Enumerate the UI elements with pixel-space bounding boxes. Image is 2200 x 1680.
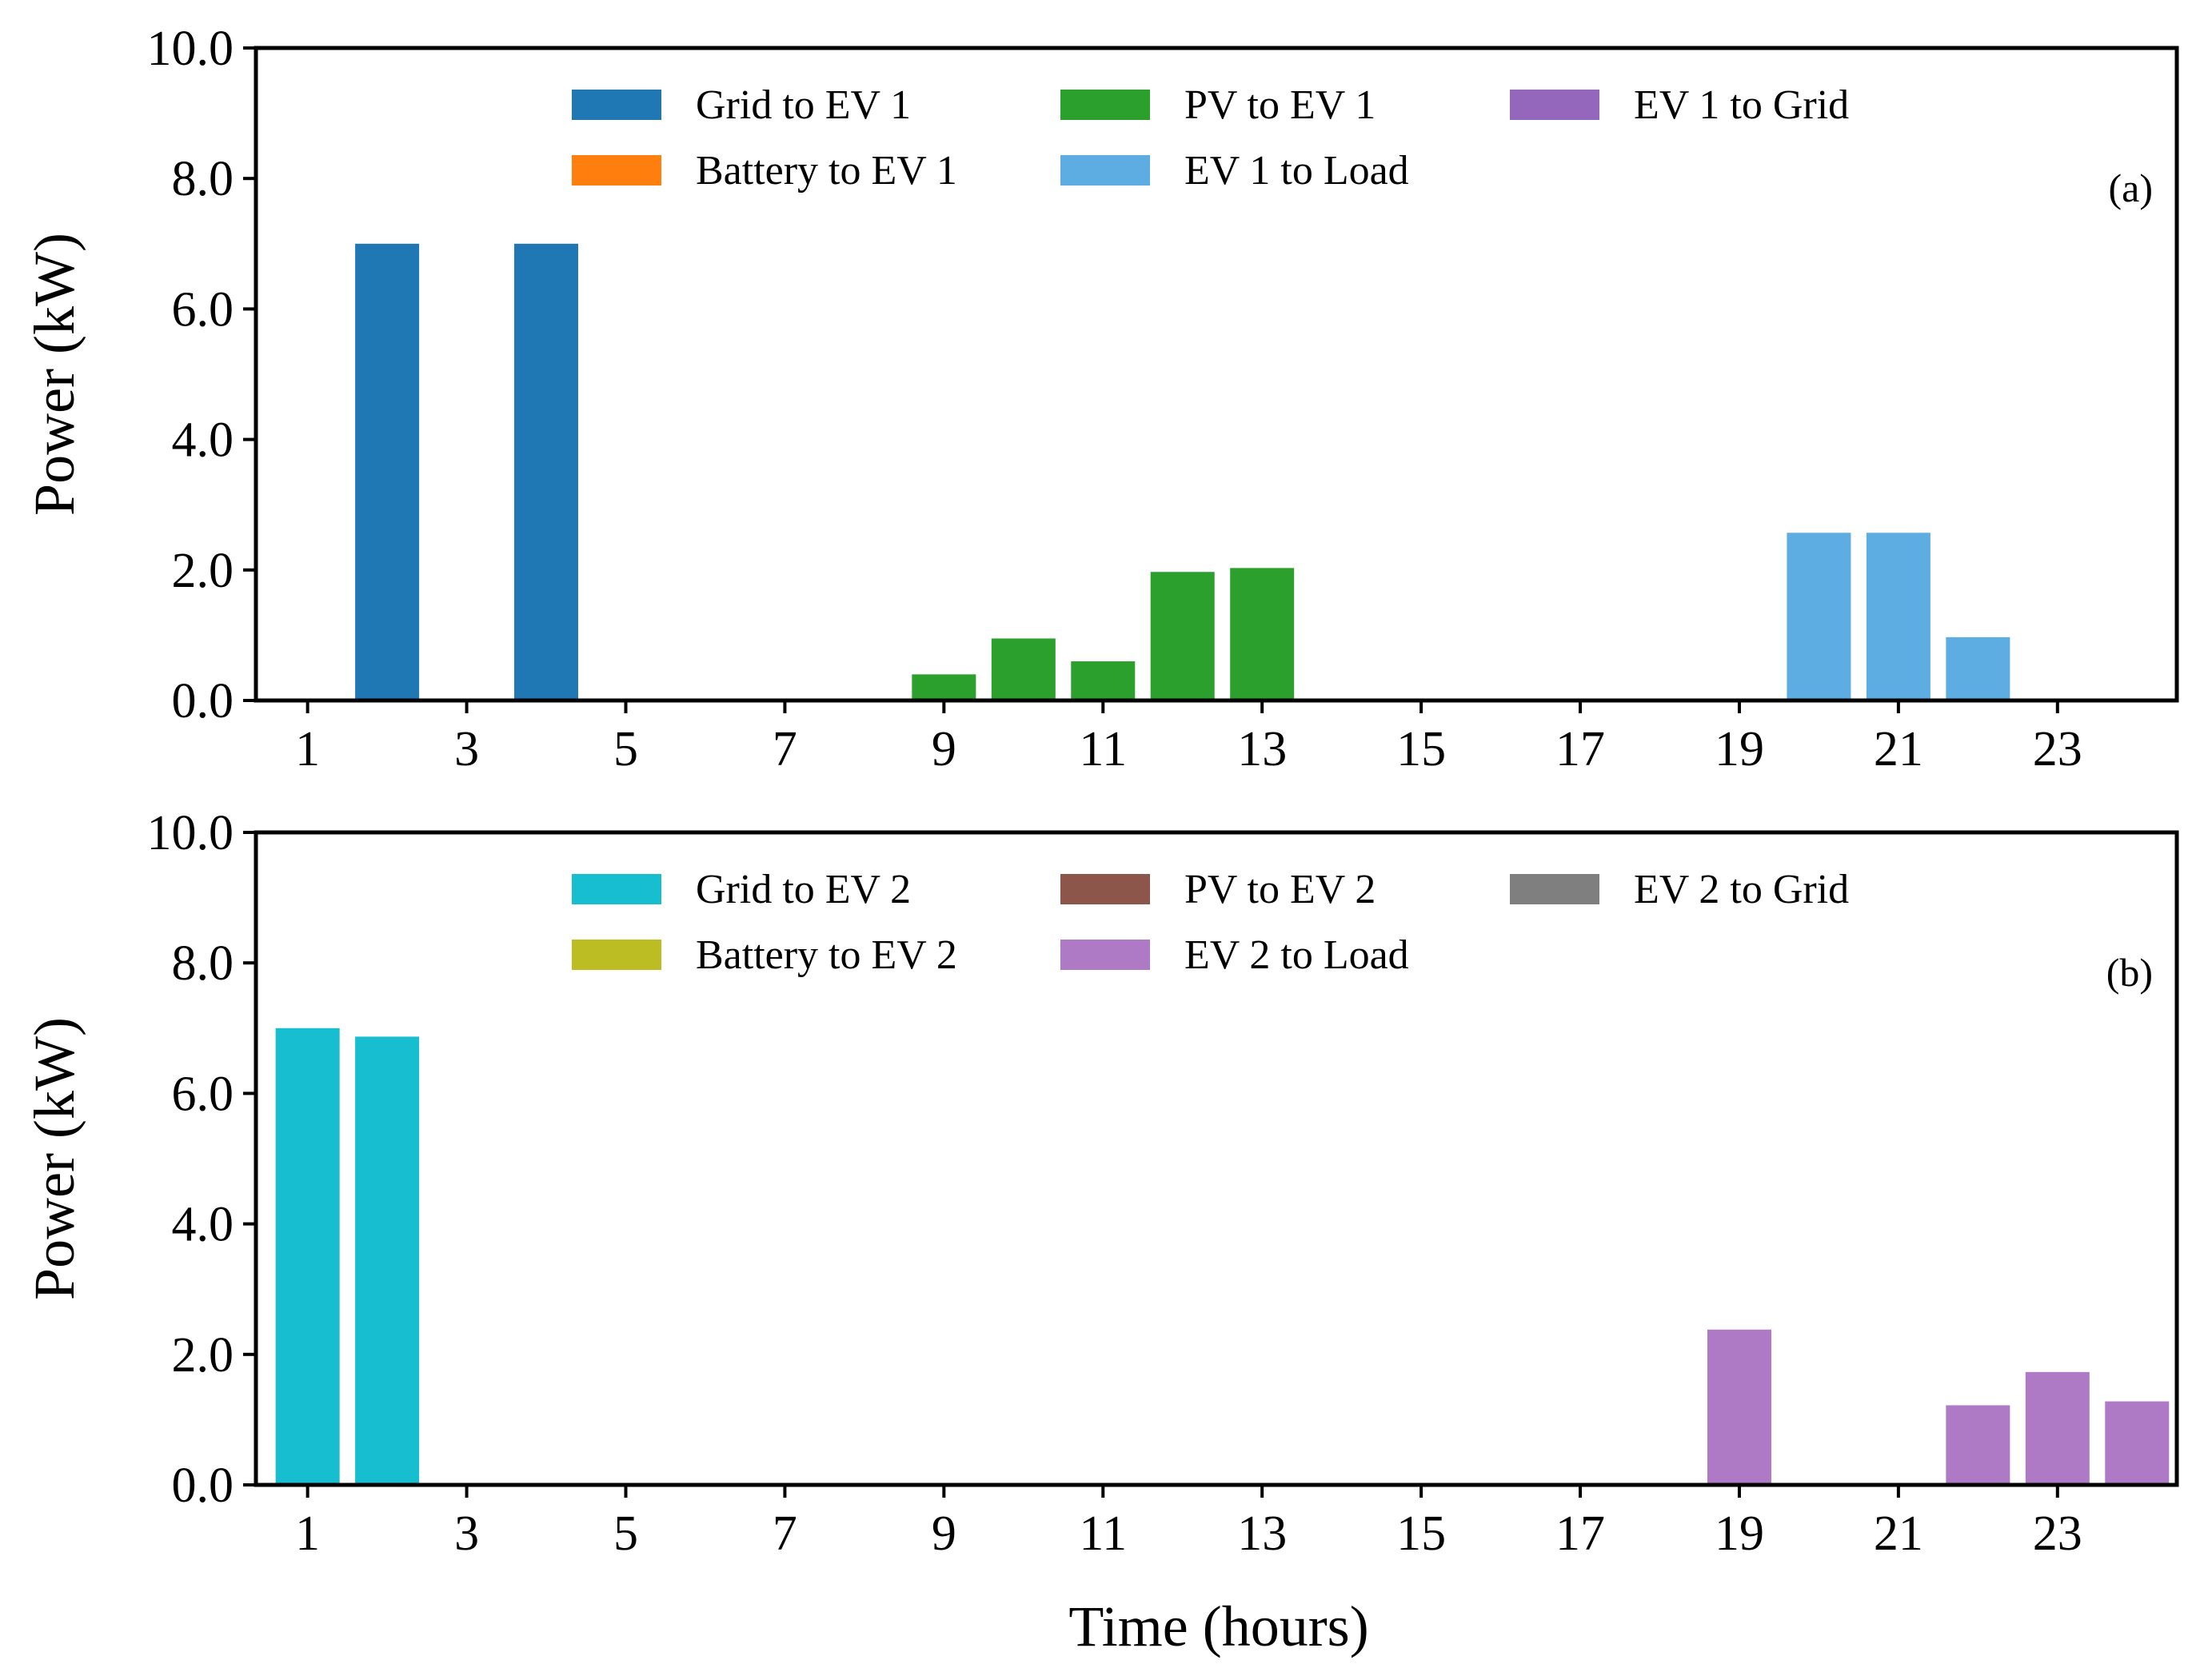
x-tick-label: 7 — [773, 1506, 797, 1561]
legend-entry-label: PV to EV 2 — [1184, 867, 1375, 912]
legend-entry-label: Battery to EV 1 — [696, 148, 957, 194]
y-tick-label: 4.0 — [172, 1198, 234, 1252]
y-axis-label: Power (kW) — [22, 233, 86, 516]
legend-entry-label: EV 1 to Grid — [1634, 82, 1849, 128]
x-tick-label: 7 — [773, 722, 797, 776]
x-tick-label: 15 — [1396, 722, 1446, 776]
x-tick-label: 13 — [1237, 722, 1287, 776]
bar-ev-1-to-load-h21 — [1866, 533, 1930, 700]
bar-grid-to-ev-2-h2 — [355, 1036, 420, 1485]
x-tick-label: 15 — [1396, 1506, 1446, 1561]
y-tick-label: 8.0 — [172, 152, 234, 206]
x-tick-label: 3 — [454, 1506, 479, 1561]
legend-swatch — [572, 940, 661, 970]
panel-tag: (a) — [2109, 166, 2154, 210]
legend-swatch — [1060, 874, 1150, 904]
y-tick-label: 4.0 — [172, 413, 234, 468]
y-tick-label: 2.0 — [172, 1328, 234, 1383]
legend-swatch — [1060, 90, 1150, 120]
x-tick-label: 21 — [1874, 722, 1923, 776]
legend: Grid to EV 1 Battery to EV 1 PV to EV 1 EV … — [572, 82, 1849, 194]
legend-swatch — [1510, 874, 1599, 904]
bar-ev-2-to-load-h22 — [1946, 1405, 2010, 1485]
bar-ev-2-to-load-h24 — [2105, 1401, 2170, 1485]
legend-entry-label: EV 2 to Grid — [1634, 867, 1849, 912]
y-tick-label: 6.0 — [172, 282, 234, 337]
legend-swatch — [1060, 155, 1150, 186]
y-axis-label: Power (kW) — [22, 1017, 86, 1300]
plot-frame — [254, 46, 2179, 703]
x-tick-label: 9 — [932, 722, 956, 776]
x-tick-label: 1 — [295, 722, 320, 776]
x-tick-label: 17 — [1555, 722, 1605, 776]
legend-swatch — [572, 90, 661, 120]
y-tick-label: 0.0 — [172, 674, 234, 728]
x-tick-label: 19 — [1715, 1506, 1764, 1561]
plot-frame — [254, 830, 2179, 1487]
x-tick-label: 11 — [1079, 1506, 1127, 1561]
y-tick-label: 6.0 — [172, 1067, 234, 1121]
x-tick-label: 1 — [295, 1506, 320, 1561]
bar-ev-1-to-load-h20 — [1787, 533, 1851, 700]
bar-pv-to-ev-1-h13 — [1230, 568, 1295, 700]
panel-a: 0.02.04.06.08.010.01 3 5 7 9 11 13 15 17 19 21 23Po… — [22, 22, 2179, 776]
x-tick-label: 23 — [2033, 722, 2082, 776]
bar-ev-1-to-load-h22 — [1946, 636, 2010, 700]
y-tick-label: 10.0 — [147, 806, 234, 860]
legend-swatch — [572, 155, 661, 186]
x-tick-label: 5 — [613, 1506, 638, 1561]
bar-pv-to-ev-1-h10 — [991, 638, 1056, 700]
legend-swatch — [1060, 940, 1150, 970]
x-tick-label: 3 — [454, 722, 479, 776]
panel-tag: (b) — [2106, 950, 2153, 995]
bar-pv-to-ev-1-h11 — [1071, 661, 1136, 700]
legend-entry-label: Grid to EV 1 — [696, 82, 911, 128]
y-tick-label: 8.0 — [172, 936, 234, 991]
bar-grid-to-ev-1-h2 — [355, 243, 420, 700]
bar-ev-2-to-load-h23 — [2025, 1371, 2090, 1485]
legend-swatch — [572, 874, 661, 904]
legend-entry-label: PV to EV 1 — [1184, 82, 1375, 128]
bar-grid-to-ev-2-h1 — [275, 1028, 340, 1485]
y-tick-label: 2.0 — [172, 544, 234, 598]
x-tick-label: 11 — [1079, 722, 1127, 776]
legend-entry-label: Grid to EV 2 — [696, 867, 911, 912]
bar-grid-to-ev-1-h4 — [514, 243, 579, 700]
legend-entry-label: EV 2 to Load — [1184, 932, 1409, 978]
legend: Grid to EV 2 Battery to EV 2 PV to EV 2 EV … — [572, 867, 1849, 978]
y-tick-label: 0.0 — [172, 1459, 234, 1513]
legend-swatch — [1510, 90, 1599, 120]
x-axis-label: Time (hours) — [1068, 1594, 1368, 1658]
bar-pv-to-ev-1-h9 — [912, 674, 976, 700]
x-tick-label: 19 — [1715, 722, 1764, 776]
y-tick-label: 10.0 — [147, 22, 234, 76]
x-tick-label: 13 — [1237, 1506, 1287, 1561]
x-tick-label: 23 — [2033, 1506, 2082, 1561]
legend-entry-label: Battery to EV 2 — [696, 932, 957, 978]
x-tick-label: 17 — [1555, 1506, 1605, 1561]
legend-entry-label: EV 1 to Load — [1184, 148, 1409, 194]
x-tick-label: 9 — [932, 1506, 956, 1561]
bar-pv-to-ev-1-h12 — [1150, 572, 1215, 700]
x-tick-label: 21 — [1874, 1506, 1923, 1561]
panel-b: 0.02.04.06.08.010.01 3 5 7 9 11 13 15 17 19 21 23Po… — [22, 806, 2179, 1658]
bar-ev-2-to-load-h19 — [1707, 1329, 1771, 1485]
x-tick-label: 5 — [613, 722, 638, 776]
